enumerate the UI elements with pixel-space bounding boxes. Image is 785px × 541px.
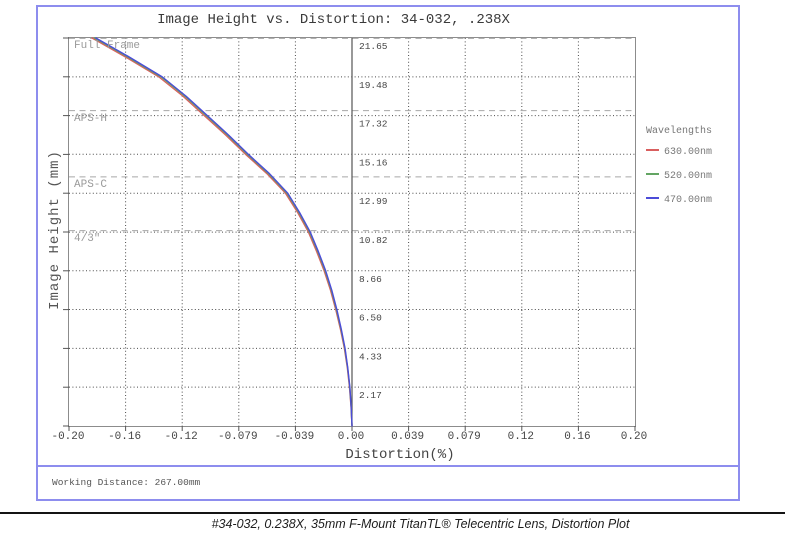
y-tick-label: 2.17 — [359, 390, 382, 401]
sensor-format-label: 4/3" — [74, 232, 101, 245]
x-tick-label: 0.20 — [620, 431, 648, 443]
plot-area: 21.65 19.48 17.32 15.16 12.99 10.82 8.66 6.50 4.… — [63, 37, 636, 431]
divider-line — [0, 512, 785, 514]
legend-label: 520.00nm — [664, 171, 713, 182]
sensor-format-label: APS-C — [74, 178, 108, 191]
x-tick-label: 0.16 — [564, 431, 591, 443]
legend-swatch-icon — [646, 173, 659, 175]
y-axis-label: Image Height (mm) — [47, 150, 63, 310]
wavelength-legend: Wavelengths 630.00nm 520.00nm 470.00nm — [646, 126, 756, 219]
legend-label: 470.00nm — [664, 195, 713, 206]
x-tick-label: -0.039 — [274, 431, 315, 443]
sensor-format-label: APS-H — [74, 112, 108, 125]
legend-items: 630.00nm 520.00nm 470.00nm — [646, 147, 756, 206]
x-tick-label: -0.16 — [108, 431, 142, 443]
y-tick-label: 17.32 — [359, 119, 388, 130]
curve-470.00nm — [95, 37, 353, 427]
x-tick-label: -0.079 — [217, 431, 258, 443]
legend-label: 630.00nm — [664, 147, 713, 158]
y-tick-label: 6.50 — [359, 313, 382, 324]
legend-item: 470.00nm — [646, 195, 756, 206]
working-distance-text: Working Distance: 267.00mm — [52, 477, 201, 488]
x-tick-label: 0.079 — [447, 431, 481, 443]
legend-title: Wavelengths — [646, 126, 713, 137]
y-tick-label: 10.82 — [359, 235, 388, 246]
x-tick-label: 0.00 — [337, 431, 365, 443]
x-tick-label: -0.12 — [164, 431, 198, 443]
x-tick-label: -0.20 — [51, 431, 85, 443]
figure-caption: #34-032, 0.238X, 35mm F-Mount TitanTL® T… — [211, 517, 630, 531]
y-tick-label: 19.48 — [359, 80, 388, 91]
y-tick-label: 4.33 — [359, 351, 382, 362]
curve-520.00nm — [93, 37, 353, 427]
sensor-format-label: Full Frame — [74, 40, 141, 53]
plot-canvas: 21.65 19.48 17.32 15.16 12.99 10.82 8.66 6.50 4.… — [63, 37, 636, 431]
y-tick-label: 8.66 — [359, 274, 382, 285]
legend-swatch-icon — [646, 197, 659, 199]
legend-item: 630.00nm — [646, 147, 756, 158]
y-tick-label: 21.65 — [359, 41, 388, 52]
legend-swatch-icon — [646, 149, 659, 151]
x-axis-label: Distortion(%) — [345, 447, 455, 463]
chart-frame — [36, 5, 740, 467]
y-tick-label: 12.99 — [359, 196, 388, 207]
y-tick-label: 15.16 — [359, 157, 388, 168]
legend-item: 520.00nm — [646, 171, 756, 182]
x-tick-label: 0.12 — [507, 431, 534, 443]
working-distance-box: Working Distance: 267.00mm — [36, 467, 740, 501]
x-tick-label: 0.039 — [391, 431, 425, 443]
chart-title: Image Height vs. Distortion: 34-032, .23… — [157, 12, 510, 28]
